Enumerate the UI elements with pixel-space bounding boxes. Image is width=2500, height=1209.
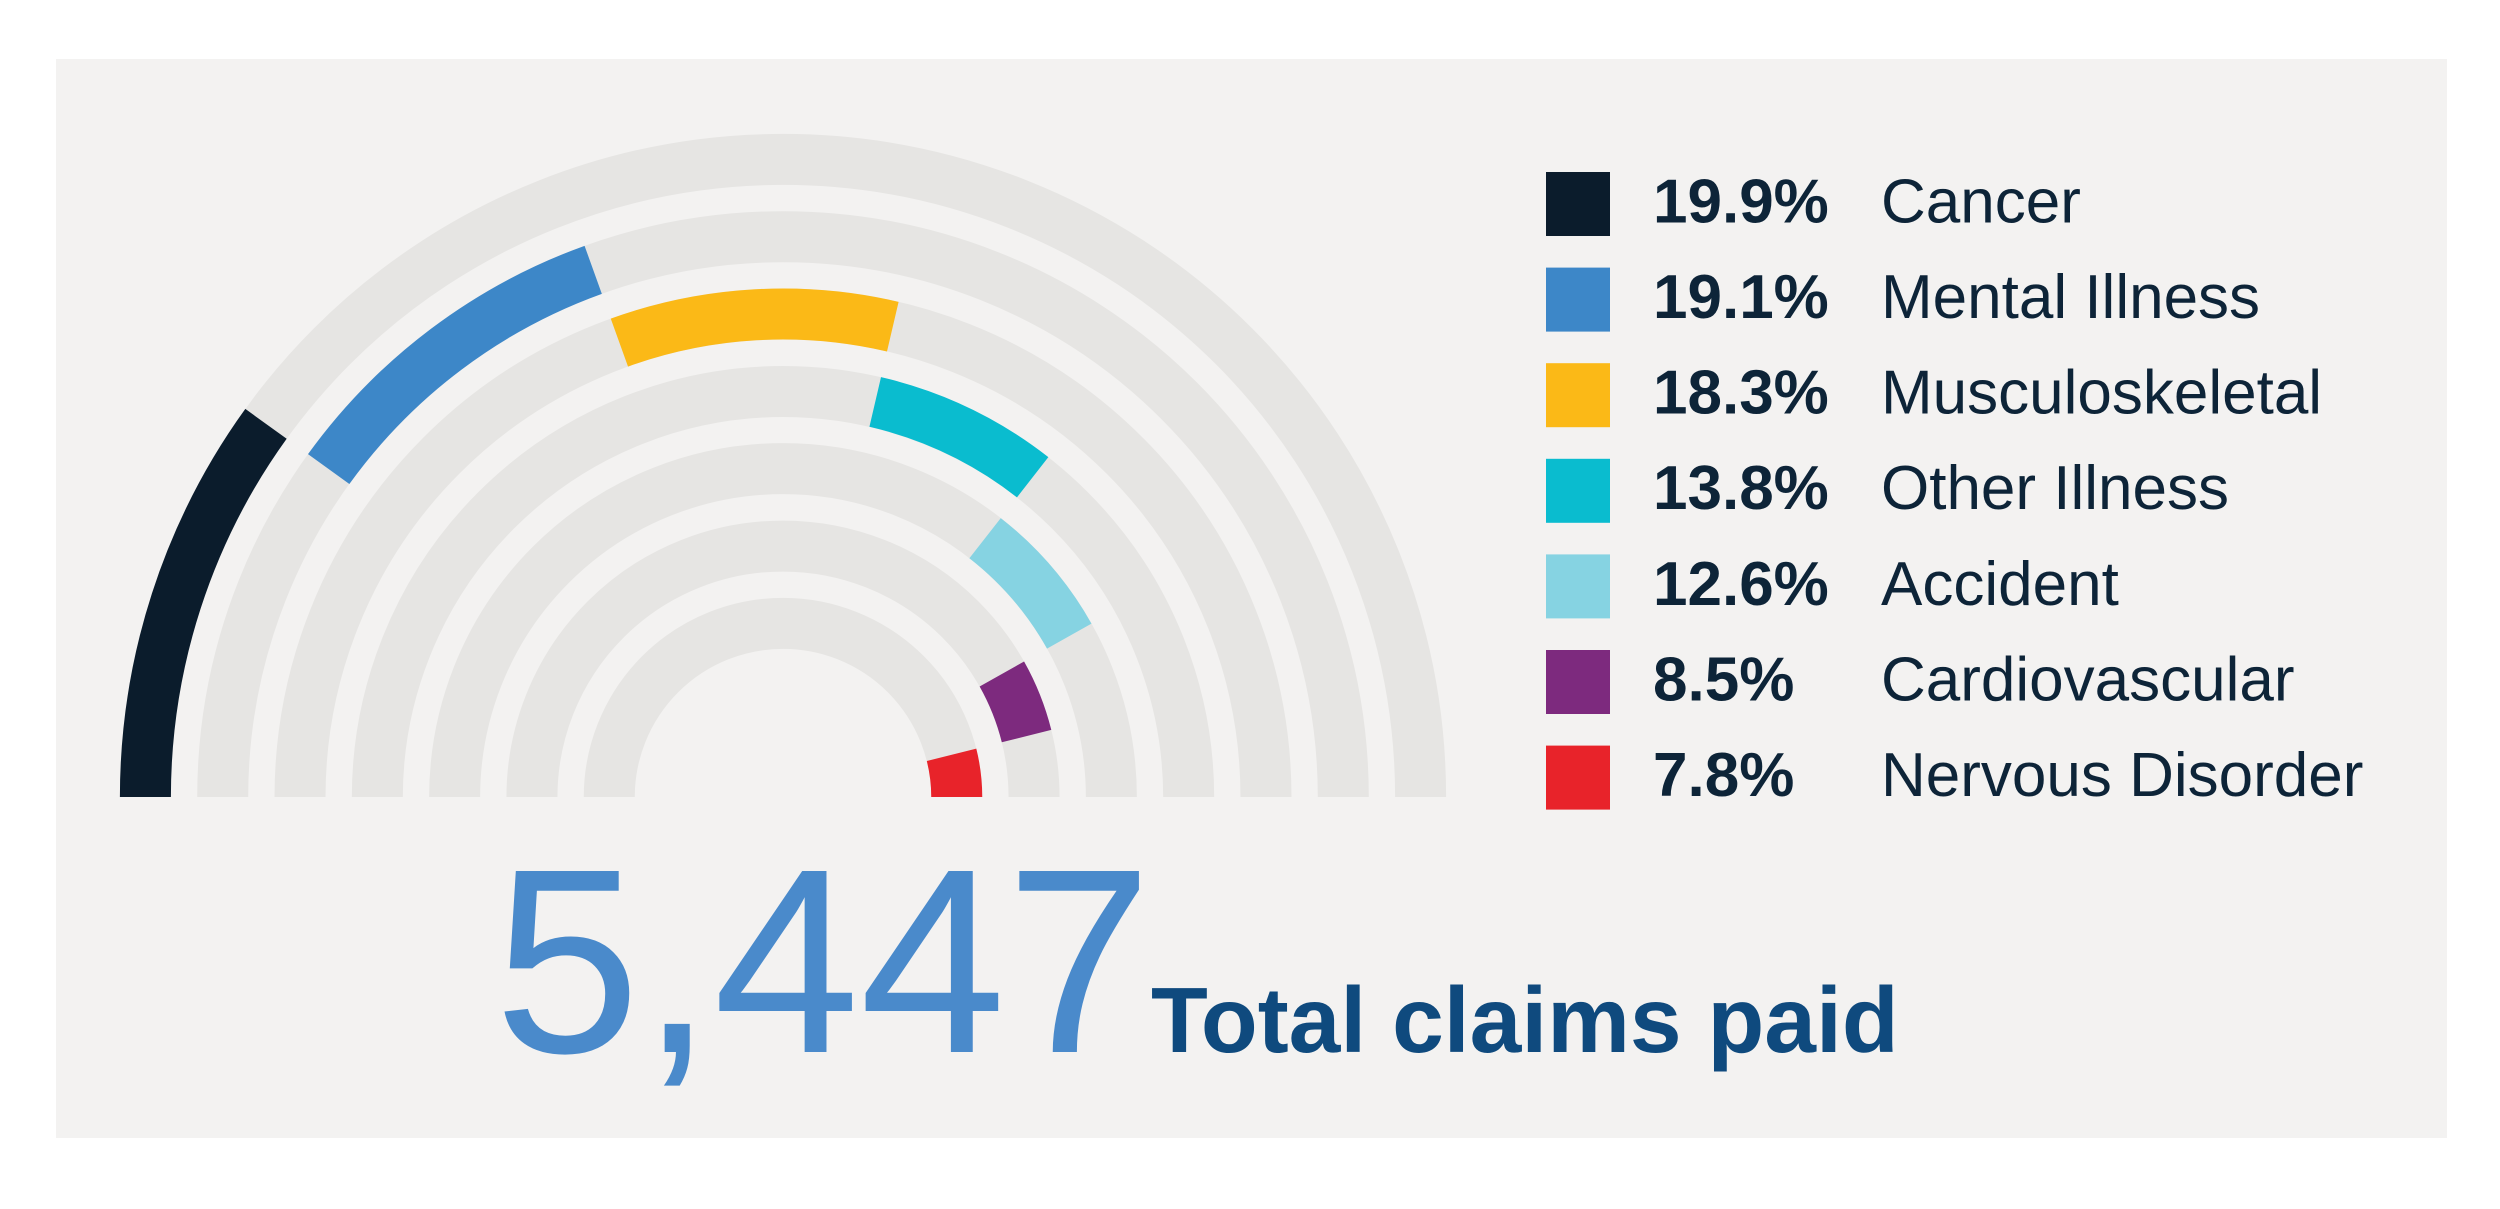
legend-label: Musculoskeletal: [1881, 359, 2322, 428]
legend-label: Other Illness: [1881, 454, 2229, 523]
arc-track: [197, 211, 1369, 798]
legend-swatch: [1546, 650, 1610, 714]
legend: 19.9% Cancer 19.1% Mental Illness 18.3% Muscu…: [1546, 167, 2363, 810]
legend-swatch: [1546, 172, 1610, 236]
legend-swatch: [1546, 267, 1610, 332]
legend-swatch: [1546, 745, 1610, 810]
total-value: 5,447: [494, 814, 1152, 1108]
legend-swatch: [1546, 458, 1610, 523]
legend-swatch: [1546, 554, 1610, 619]
legend-label: Nervous Disorder: [1881, 741, 2363, 810]
arc-segment: [979, 661, 1052, 743]
total-caption: Total claims paid: [1151, 968, 1899, 1072]
legend-label: Mental Illness: [1881, 263, 2260, 332]
legend-value: 19.9%: [1653, 167, 1829, 236]
radial-chart: [119, 133, 1447, 798]
legend-value: 7.8%: [1653, 741, 1794, 810]
legend-value: 19.1%: [1653, 263, 1829, 332]
legend-label: Cardiovascular: [1881, 645, 2295, 714]
arc-track: [351, 366, 1215, 798]
arc-segment: [869, 377, 1049, 498]
legend-label: Cancer: [1881, 167, 2081, 236]
arc-segment: [926, 748, 983, 798]
arc-segment: [610, 288, 899, 367]
arc-segment: [308, 245, 602, 485]
legend-value: 18.3%: [1653, 359, 1829, 428]
legend-label: Accident: [1881, 550, 2119, 619]
legend-value: 12.6%: [1653, 550, 1829, 619]
arc-track: [583, 597, 983, 798]
arc-segment: [119, 408, 287, 798]
legend-value: 13.8%: [1653, 454, 1829, 523]
legend-swatch: [1546, 363, 1610, 428]
legend-value: 8.5%: [1653, 645, 1794, 714]
arc-segment: [969, 518, 1092, 649]
